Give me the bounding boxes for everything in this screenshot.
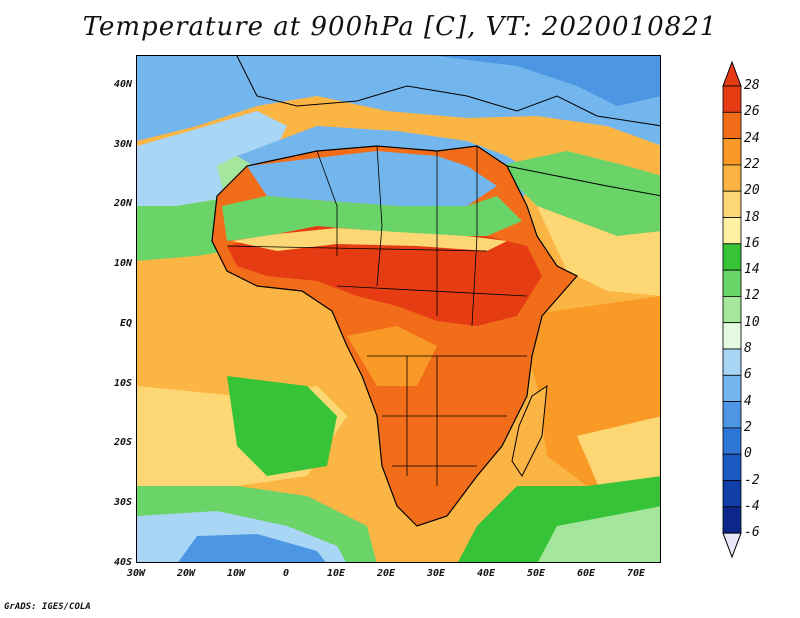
lon-tick-label: 20E (376, 568, 396, 579)
lon-tick-label: 10E (326, 568, 346, 579)
colorbar-swatch (722, 243, 742, 271)
colorbar-swatch (722, 374, 742, 402)
lon-tick-label: 0 (282, 568, 290, 579)
lon-tick-label: 30E (426, 568, 446, 579)
north-cold-band (137, 56, 660, 146)
colorbar-swatch (722, 85, 742, 113)
colorbar-swatch (722, 480, 742, 508)
colorbar-swatch (722, 138, 742, 166)
colorbar-bottom-arrow (722, 532, 742, 559)
colorbar-tick-label: 4 (744, 393, 752, 409)
colorbar-swatch (722, 401, 742, 429)
lon-tick-label: 70E (626, 568, 646, 579)
madagascar-outline (511, 384, 548, 477)
lat-tick-label: 30S (113, 497, 132, 509)
south-atlantic-green-patch (227, 376, 337, 476)
lon-tick-label: 10W (226, 568, 246, 579)
southern-ocean-colder-field (178, 534, 326, 562)
colorbar-swatch (722, 190, 742, 218)
colorbar-tick-label: 6 (744, 367, 752, 383)
lat-tick-label: EQ (119, 317, 132, 329)
lat-tick-label: 20S (113, 437, 132, 449)
colorbar-tick-label: 12 (744, 288, 760, 304)
sahel-land-green (222, 196, 522, 241)
colorbar-swatch (722, 348, 742, 376)
colorbar-swatch (722, 427, 742, 455)
sahara-land-cool (247, 151, 497, 206)
grads-credit: GrADS: IGES/COLA (4, 602, 91, 612)
lon-tick-label: 60E (576, 568, 596, 579)
colorbar-tick-label: 28 (744, 78, 760, 93)
lat-tick-label: 10N (113, 258, 132, 270)
colorbar-swatch (722, 217, 742, 245)
colorbar-tick-label: 10 (744, 314, 760, 330)
colorbar-tick-label: 26 (744, 104, 760, 120)
lat-tick-label: 40N (113, 78, 132, 90)
colorbar-tick-label: -6 (744, 525, 760, 541)
colorbar-tick-label: 20 (744, 183, 760, 199)
colorbar-tick-label: 24 (744, 130, 760, 146)
mediterranean-coastline (236, 56, 660, 127)
colorbar-top-arrow (722, 60, 742, 87)
south-indian-lightgreen-field (538, 506, 660, 562)
africa-hot-band (227, 226, 542, 326)
africa-coastline (211, 145, 578, 527)
colorbar-tick-label: 14 (744, 262, 760, 278)
colorbar-tick-label: 2 (744, 419, 752, 435)
sahel-land-mild (232, 228, 507, 251)
colorbar-swatch (722, 164, 742, 192)
colorbar (722, 60, 742, 559)
colorbar-swatch (722, 269, 742, 297)
colorbar-tick-label: -2 (744, 472, 760, 488)
colorbar-swatch (722, 506, 742, 534)
lat-tick-label: 10S (113, 377, 132, 389)
lon-tick-label: 30W (126, 568, 146, 579)
arabia-coastline (506, 165, 660, 197)
lon-tick-label: 50E (526, 568, 546, 579)
colorbar-tick-label: -4 (744, 498, 760, 514)
colorbar-swatch (722, 322, 742, 350)
map-plot-area (136, 55, 661, 563)
colorbar-tick-label: 8 (744, 341, 752, 356)
lon-tick-label: 40E (476, 568, 496, 579)
mediterranean-cold-field (167, 56, 660, 106)
colorbar-swatch (722, 111, 742, 139)
arabian-sea-mild-field (537, 206, 660, 296)
lat-tick-label: 20N (113, 198, 132, 210)
lon-tick-label: 20W (176, 568, 196, 579)
temperature-field-map (137, 56, 660, 562)
lat-tick-label: 40S (113, 557, 132, 568)
colorbar-swatch (722, 453, 742, 481)
colorbar-swatch (722, 295, 742, 324)
lat-tick-label: 30N (113, 138, 132, 150)
colorbar-tick-label: 0 (744, 446, 752, 462)
chart-title: Temperature at 900hPa [C], VT: 202001082… (82, 12, 718, 42)
country-borders (226, 145, 528, 486)
colorbar-tick-label: 16 (744, 235, 760, 251)
colorbar-tick-label: 22 (744, 156, 760, 172)
colorbar-tick-label: 18 (744, 209, 760, 225)
